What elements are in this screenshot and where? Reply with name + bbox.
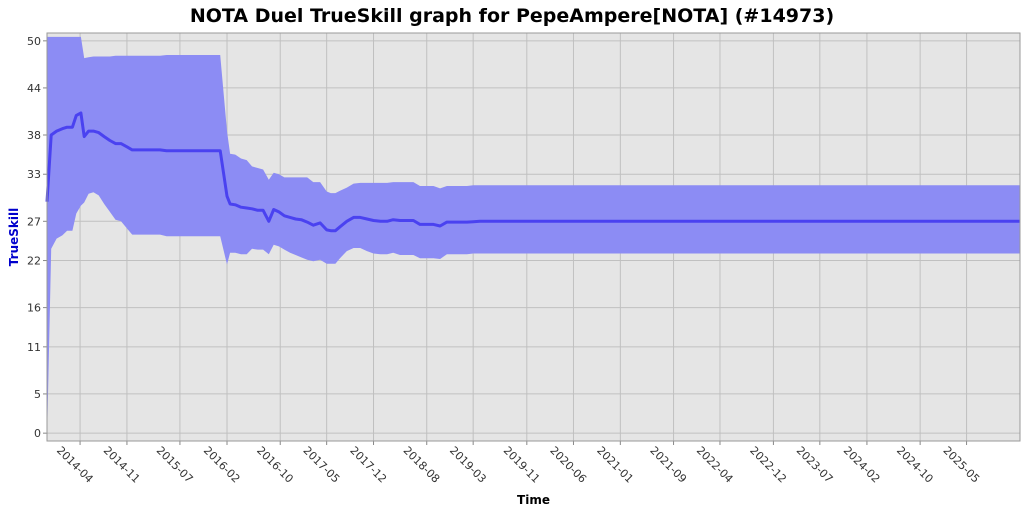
x-tick-label: 2016-02: [201, 444, 243, 486]
x-tick-label: 2014-04: [54, 444, 96, 486]
y-axis-label: TrueSkill: [7, 208, 21, 266]
x-tick-label: 2024-02: [841, 444, 883, 486]
y-tick-label: 44: [27, 82, 41, 95]
x-tick-label: 2021-09: [647, 444, 689, 486]
x-tick-label: 2024-10: [894, 444, 936, 486]
x-tick-label: 2022-12: [747, 444, 789, 486]
uncertainty-band: [47, 36, 1020, 442]
x-tick-label: 2025-05: [940, 444, 982, 486]
x-tick-label: 2019-11: [501, 444, 543, 486]
y-tick-label: 0: [34, 427, 41, 440]
y-tick-label: 38: [27, 129, 41, 142]
x-tick-label: 2017-12: [347, 444, 389, 486]
y-tick-label: 5: [34, 388, 41, 401]
x-tick-label: 2014-11: [101, 444, 143, 486]
x-tick-label: 2015-07: [154, 444, 196, 486]
x-tick-label: 2022-04: [694, 444, 736, 486]
y-tick-label: 33: [27, 168, 41, 181]
x-axis-label: Time: [517, 493, 550, 507]
y-tick-label: 27: [27, 215, 41, 228]
x-tick-label: 2023-07: [794, 444, 836, 486]
x-tick-label: 2020-06: [547, 444, 589, 486]
x-tick-label: 2018-08: [401, 444, 443, 486]
x-tick-label: 2019-03: [447, 444, 489, 486]
y-tick-label: 16: [27, 302, 41, 315]
plot-border: [46, 32, 1021, 442]
y-tick-label: 11: [27, 341, 41, 354]
trueskill-line: [45, 111, 1020, 233]
x-tick-label: 2017-05: [301, 444, 343, 486]
y-tick-label: 50: [27, 35, 41, 48]
chart-title: NOTA Duel TrueSkill graph for PepeAmpere…: [189, 5, 835, 27]
y-tick-label: 22: [27, 255, 41, 268]
x-tick-label: 2021-01: [594, 444, 636, 486]
x-tick-label: 2016-10: [254, 444, 296, 486]
